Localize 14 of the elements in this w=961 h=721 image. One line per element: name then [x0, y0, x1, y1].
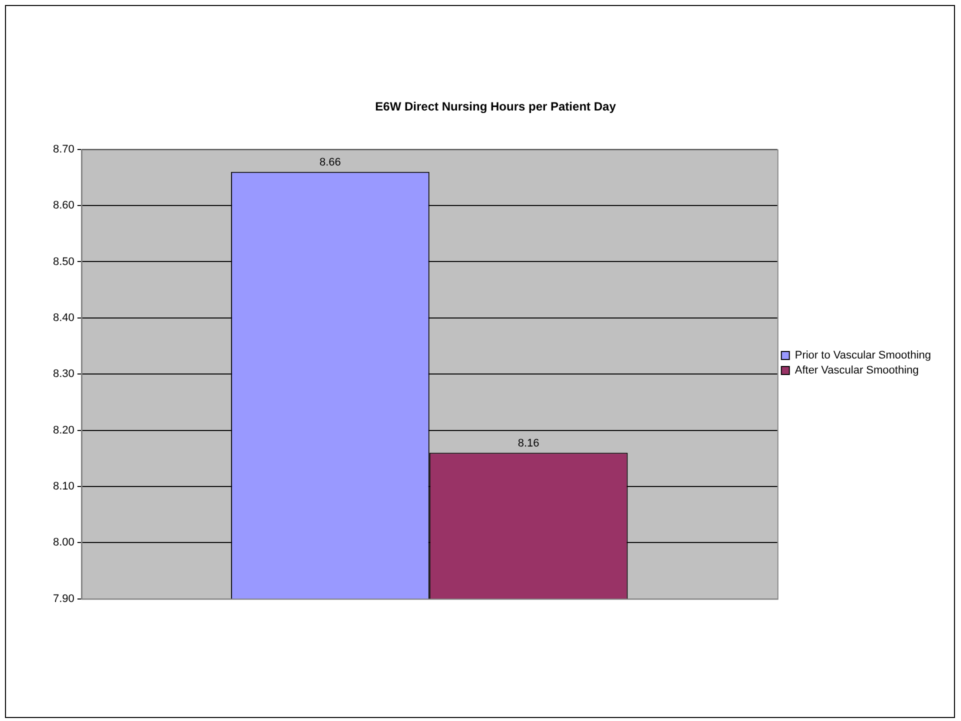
- y-tick-label: 8.00: [52, 536, 74, 549]
- chart-title: E6W Direct Nursing Hours per Patient Day: [375, 100, 616, 114]
- y-tick-label: 8.50: [52, 256, 74, 268]
- y-tick-label: 8.70: [52, 143, 74, 156]
- y-tick-label: 8.40: [52, 312, 74, 324]
- legend-label: Prior to Vascular Smoothing: [794, 350, 932, 362]
- y-tick-label: 8.30: [52, 368, 74, 380]
- data-label: 8.66: [320, 156, 341, 168]
- y-tick-label: 8.10: [52, 480, 74, 492]
- y-tick-label: 8.20: [52, 424, 74, 436]
- y-tick-label: 8.60: [52, 200, 74, 212]
- data-label: 8.16: [518, 437, 540, 450]
- legend-label: After Vascular Smoothing: [794, 364, 919, 377]
- y-tick-label: 7.90: [52, 592, 74, 605]
